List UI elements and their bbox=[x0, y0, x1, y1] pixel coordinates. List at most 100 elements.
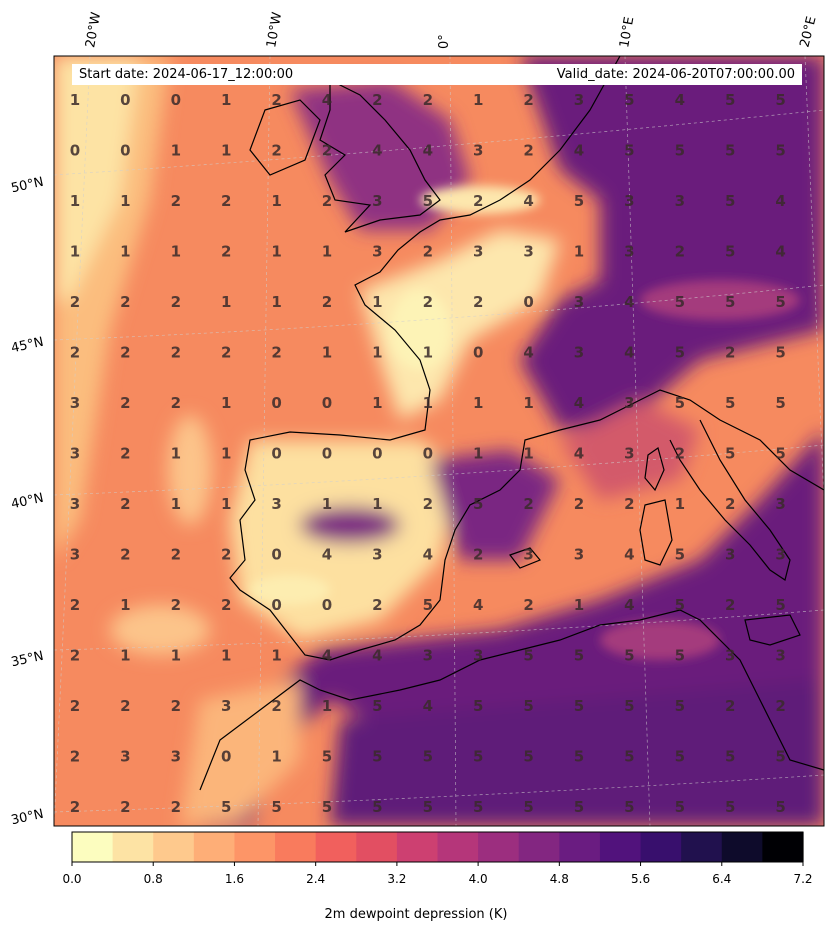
grid-value-r10c2: 2 bbox=[171, 596, 181, 614]
grid-value-r9c12: 5 bbox=[675, 546, 685, 564]
grid-value-r0c8: 1 bbox=[473, 91, 483, 109]
grid-value-r1c9: 2 bbox=[523, 142, 533, 160]
grid-value-r11c6: 4 bbox=[372, 647, 382, 665]
grid-value-r13c11: 5 bbox=[624, 748, 634, 766]
grid-value-r3c6: 3 bbox=[372, 243, 382, 261]
colorbar-tick-label: 3.2 bbox=[387, 872, 407, 886]
grid-value-r4c9: 0 bbox=[523, 293, 533, 311]
colorbar-segment bbox=[112, 832, 154, 862]
grid-value-r14c5: 5 bbox=[322, 798, 332, 816]
grid-value-r4c12: 5 bbox=[675, 293, 685, 311]
grid-value-r4c6: 1 bbox=[372, 293, 382, 311]
grid-value-r6c14: 5 bbox=[775, 394, 785, 412]
grid-value-r5c11: 4 bbox=[624, 344, 634, 362]
colorbar-segment bbox=[315, 832, 357, 862]
grid-value-r0c12: 4 bbox=[675, 91, 685, 109]
grid-value-r2c14: 4 bbox=[775, 192, 785, 210]
grid-value-r0c10: 3 bbox=[574, 91, 584, 109]
grid-value-r11c2: 1 bbox=[171, 647, 181, 665]
grid-value-r10c11: 4 bbox=[624, 596, 634, 614]
grid-value-r5c10: 3 bbox=[574, 344, 584, 362]
grid-value-r14c9: 5 bbox=[523, 798, 533, 816]
grid-value-r11c4: 1 bbox=[271, 647, 281, 665]
grid-value-r0c14: 5 bbox=[775, 91, 785, 109]
grid-value-r5c6: 1 bbox=[372, 344, 382, 362]
grid-value-r12c3: 3 bbox=[221, 697, 231, 715]
grid-value-r3c4: 1 bbox=[271, 243, 281, 261]
grid-value-r12c8: 5 bbox=[473, 697, 483, 715]
grid-value-r6c6: 1 bbox=[372, 394, 382, 412]
colorbar-tick-label: 0.0 bbox=[62, 872, 82, 886]
colorbar-segment bbox=[275, 832, 317, 862]
lon-label-0: 0° bbox=[437, 34, 452, 49]
grid-value-r8c4: 3 bbox=[271, 495, 281, 513]
grid-value-r10c8: 4 bbox=[473, 596, 483, 614]
grid-value-r5c7: 1 bbox=[423, 344, 433, 362]
grid-value-r13c9: 5 bbox=[523, 748, 533, 766]
grid-value-r12c14: 2 bbox=[775, 697, 785, 715]
grid-value-r2c4: 1 bbox=[271, 192, 281, 210]
grid-value-r10c0: 2 bbox=[70, 596, 80, 614]
grid-value-r6c12: 5 bbox=[675, 394, 685, 412]
grid-value-r5c9: 4 bbox=[523, 344, 533, 362]
grid-value-r10c1: 1 bbox=[120, 596, 130, 614]
grid-value-r2c11: 3 bbox=[624, 192, 634, 210]
grid-value-r5c4: 2 bbox=[271, 344, 281, 362]
grid-value-r10c14: 5 bbox=[775, 596, 785, 614]
grid-value-r12c7: 4 bbox=[423, 697, 433, 715]
grid-value-r9c9: 3 bbox=[523, 546, 533, 564]
grid-value-r1c4: 2 bbox=[271, 142, 281, 160]
grid-value-r7c12: 2 bbox=[675, 445, 685, 463]
grid-value-r13c7: 5 bbox=[423, 748, 433, 766]
grid-value-r13c2: 3 bbox=[171, 748, 181, 766]
grid-value-r8c10: 2 bbox=[574, 495, 584, 513]
grid-value-r6c11: 3 bbox=[624, 394, 634, 412]
grid-value-r12c4: 2 bbox=[271, 697, 281, 715]
grid-value-r14c1: 2 bbox=[120, 798, 130, 816]
colorbar-segment bbox=[559, 832, 601, 862]
grid-value-r0c0: 1 bbox=[70, 91, 80, 109]
grid-value-r8c0: 3 bbox=[70, 495, 80, 513]
grid-value-r8c3: 1 bbox=[221, 495, 231, 513]
grid-value-r1c5: 2 bbox=[322, 142, 332, 160]
colorbar-segment bbox=[478, 832, 520, 862]
grid-value-r3c10: 1 bbox=[574, 243, 584, 261]
grid-value-r7c5: 0 bbox=[322, 445, 332, 463]
grid-value-r11c14: 3 bbox=[775, 647, 785, 665]
grid-value-r10c6: 2 bbox=[372, 596, 382, 614]
grid-value-r10c3: 2 bbox=[221, 596, 231, 614]
grid-value-r8c1: 2 bbox=[120, 495, 130, 513]
grid-value-r3c12: 2 bbox=[675, 243, 685, 261]
grid-value-r5c1: 2 bbox=[120, 344, 130, 362]
grid-value-r1c2: 1 bbox=[171, 142, 181, 160]
grid-value-r0c6: 2 bbox=[372, 91, 382, 109]
grid-value-r11c0: 2 bbox=[70, 647, 80, 665]
grid-value-r14c2: 2 bbox=[171, 798, 181, 816]
grid-value-r4c8: 2 bbox=[473, 293, 483, 311]
colorbar-segment bbox=[72, 832, 114, 862]
grid-value-r1c10: 4 bbox=[574, 142, 584, 160]
grid-value-r10c4: 0 bbox=[271, 596, 281, 614]
grid-value-r12c10: 5 bbox=[574, 697, 584, 715]
grid-value-r6c5: 0 bbox=[322, 394, 332, 412]
grid-value-r0c4: 2 bbox=[271, 91, 281, 109]
grid-value-r7c7: 0 bbox=[423, 445, 433, 463]
colorbar-segment bbox=[518, 832, 560, 862]
grid-value-r9c8: 2 bbox=[473, 546, 483, 564]
grid-value-r5c14: 5 bbox=[775, 344, 785, 362]
grid-value-r8c14: 3 bbox=[775, 495, 785, 513]
grid-value-r9c1: 2 bbox=[120, 546, 130, 564]
colorbar-segment bbox=[437, 832, 479, 862]
grid-value-r1c11: 5 bbox=[624, 142, 634, 160]
grid-value-r4c10: 3 bbox=[574, 293, 584, 311]
grid-value-r6c7: 1 bbox=[423, 394, 433, 412]
grid-value-r13c4: 1 bbox=[271, 748, 281, 766]
grid-value-r13c12: 5 bbox=[675, 748, 685, 766]
map-frame bbox=[53, 55, 825, 827]
grid-value-r14c10: 5 bbox=[574, 798, 584, 816]
grid-value-r12c5: 1 bbox=[322, 697, 332, 715]
grid-value-r14c14: 5 bbox=[775, 798, 785, 816]
colorbar-tick-label: 0.8 bbox=[143, 872, 163, 886]
grid-value-r9c6: 3 bbox=[372, 546, 382, 564]
